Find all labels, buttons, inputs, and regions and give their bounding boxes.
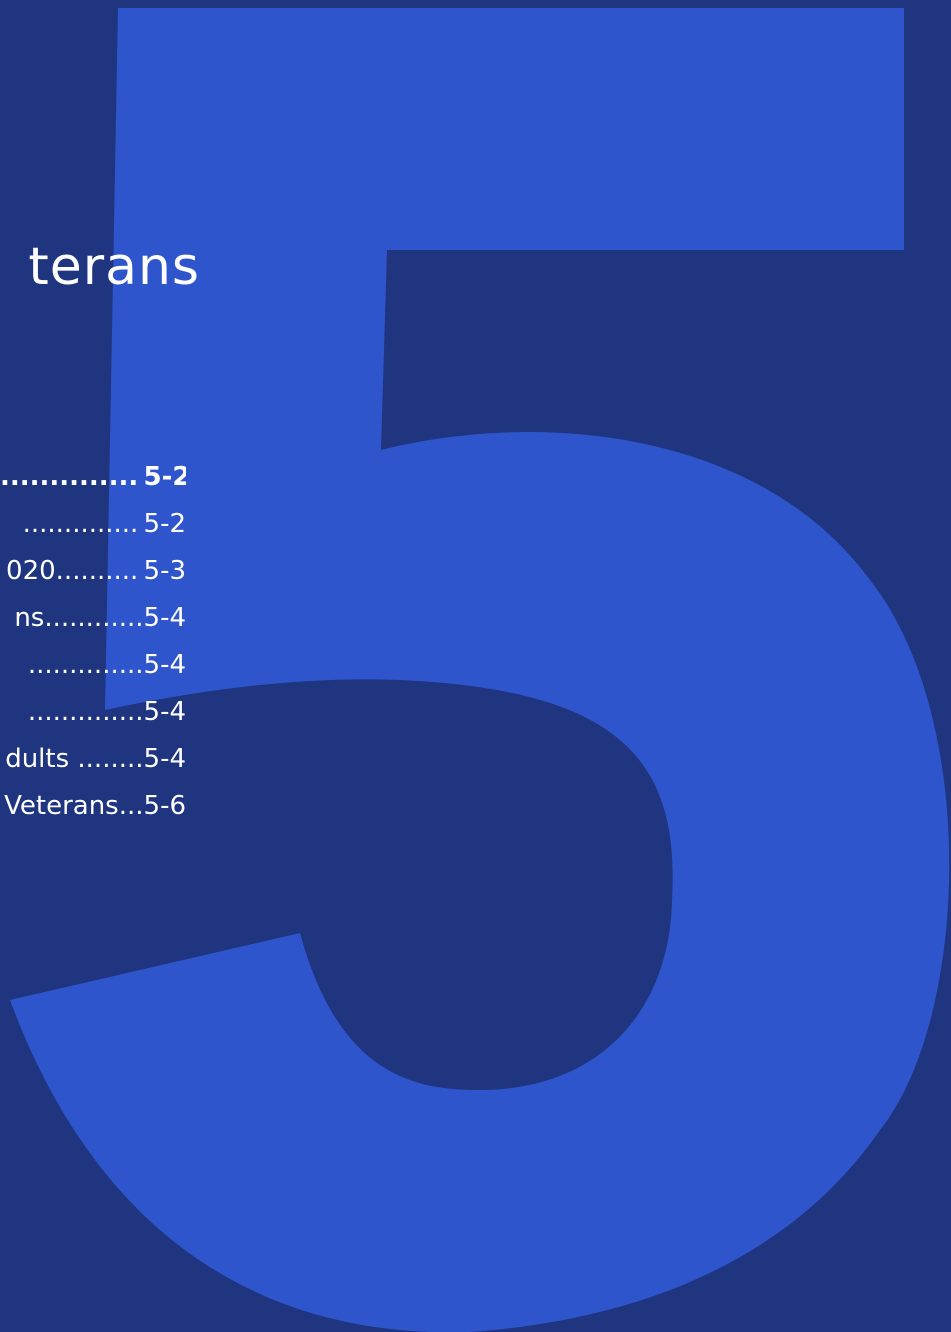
toc-page-number: 5-4 xyxy=(143,697,186,727)
toc-entry-text: dults xyxy=(5,744,78,774)
toc-entry-text: 020 xyxy=(6,556,56,586)
toc-entry[interactable]: 020.......... 5-3 xyxy=(0,549,186,596)
toc-entry[interactable]: Veterans...5-6 xyxy=(0,784,186,831)
toc-entry[interactable]: .............. 5-2 xyxy=(0,455,186,502)
toc-leader-dots: .......... xyxy=(55,556,139,586)
toc-entry[interactable]: ..............5-4 xyxy=(0,690,186,737)
toc-page-number: 5-4 xyxy=(143,744,186,774)
toc-page-number: 5-2 xyxy=(143,509,186,539)
toc-leader-dots: .............. xyxy=(22,509,139,539)
toc-page-number: 5-6 xyxy=(143,791,186,821)
toc-entry-text: Veterans xyxy=(4,791,119,821)
toc-page-number: 5-3 xyxy=(143,556,186,586)
toc-leader-dots: .............. xyxy=(0,462,139,492)
toc-entry[interactable]: ..............5-4 xyxy=(0,643,186,690)
toc-entry[interactable]: .............. 5-2 xyxy=(0,502,186,549)
toc-leader-dots: ... xyxy=(118,791,144,821)
toc-page-number: 5-4 xyxy=(143,650,186,680)
toc-entry[interactable]: ns............5-4 xyxy=(0,596,186,643)
toc-leader-dots: .............. xyxy=(27,697,144,727)
toc-leader-dots: ............ xyxy=(44,603,144,633)
toc-leader-dots: ........ xyxy=(77,744,144,774)
chapter-title: terans xyxy=(28,236,200,297)
toc-entry[interactable]: dults ........5-4 xyxy=(0,737,186,784)
toc-page-number: 5-2 xyxy=(143,462,186,492)
toc-page-number: 5-4 xyxy=(143,603,186,633)
table-of-contents: .............. 5-2 .............. 5-2 02… xyxy=(0,455,186,831)
toc-leader-dots: .............. xyxy=(27,650,144,680)
toc-entry-text: ns xyxy=(14,603,45,633)
